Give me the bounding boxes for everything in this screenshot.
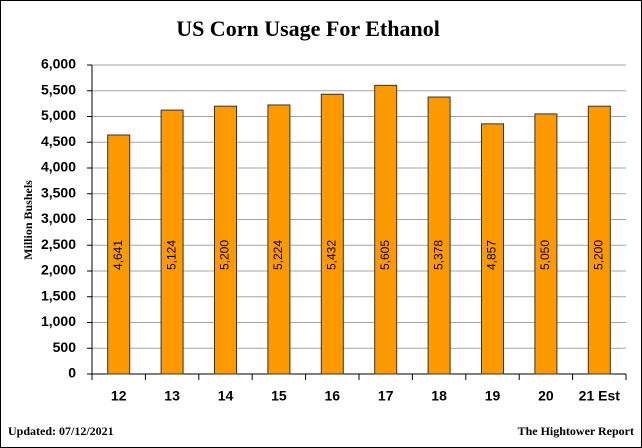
value-label: 5,200 bbox=[218, 240, 232, 270]
bar bbox=[320, 93, 344, 375]
value-label: 4,857 bbox=[485, 240, 499, 270]
bar bbox=[267, 104, 291, 375]
bar bbox=[374, 84, 398, 375]
x-tick-label: 21 Est bbox=[579, 388, 621, 404]
value-label: 5,378 bbox=[431, 240, 445, 270]
x-tick-label: 15 bbox=[271, 388, 287, 404]
bar bbox=[587, 105, 611, 375]
value-label: 5,200 bbox=[591, 240, 605, 270]
bar bbox=[427, 96, 451, 375]
y-tick-label: 2,000 bbox=[41, 262, 76, 278]
y-tick-label: 4,500 bbox=[41, 133, 76, 149]
x-tick-label: 20 bbox=[538, 388, 554, 404]
value-label: 5,050 bbox=[538, 240, 552, 270]
x-tick-label: 13 bbox=[164, 388, 180, 404]
x-tick-label: 14 bbox=[218, 388, 234, 404]
y-tick-label: 0 bbox=[68, 365, 76, 381]
chart-title: US Corn Usage For Ethanol bbox=[176, 16, 440, 41]
y-tick-label: 5,500 bbox=[41, 81, 76, 97]
x-tick-label: 12 bbox=[111, 388, 127, 404]
footer-right: The Hightower Report bbox=[518, 424, 634, 438]
x-tick-label: 19 bbox=[485, 388, 501, 404]
bar bbox=[534, 113, 558, 375]
x-tick-label: 16 bbox=[325, 388, 341, 404]
value-label: 4,641 bbox=[111, 240, 125, 270]
bar bbox=[481, 123, 504, 375]
y-tick-label: 3,000 bbox=[41, 210, 76, 226]
bar bbox=[107, 134, 131, 375]
y-tick-label: 1,500 bbox=[41, 287, 76, 303]
y-tick-label: 4,000 bbox=[41, 159, 76, 175]
y-tick-label: 3,500 bbox=[41, 184, 76, 200]
y-tick-label: 2,500 bbox=[41, 236, 76, 252]
value-label: 5,605 bbox=[378, 240, 392, 270]
footer-left: Updated: 07/12/2021 bbox=[8, 424, 114, 438]
y-tick-label: 500 bbox=[53, 339, 77, 355]
y-axis-label: Million Bushels bbox=[21, 180, 35, 260]
bar bbox=[214, 105, 237, 375]
y-tick-label: 5,000 bbox=[41, 107, 76, 123]
value-label: 5,224 bbox=[271, 240, 285, 270]
value-label: 5,124 bbox=[164, 240, 178, 270]
x-tick-label: 18 bbox=[431, 388, 447, 404]
y-tick-label: 6,000 bbox=[41, 56, 76, 72]
value-label: 5,432 bbox=[324, 240, 338, 270]
bar bbox=[160, 109, 184, 375]
y-tick-label: 1,000 bbox=[41, 313, 76, 329]
x-tick-label: 17 bbox=[378, 388, 394, 404]
